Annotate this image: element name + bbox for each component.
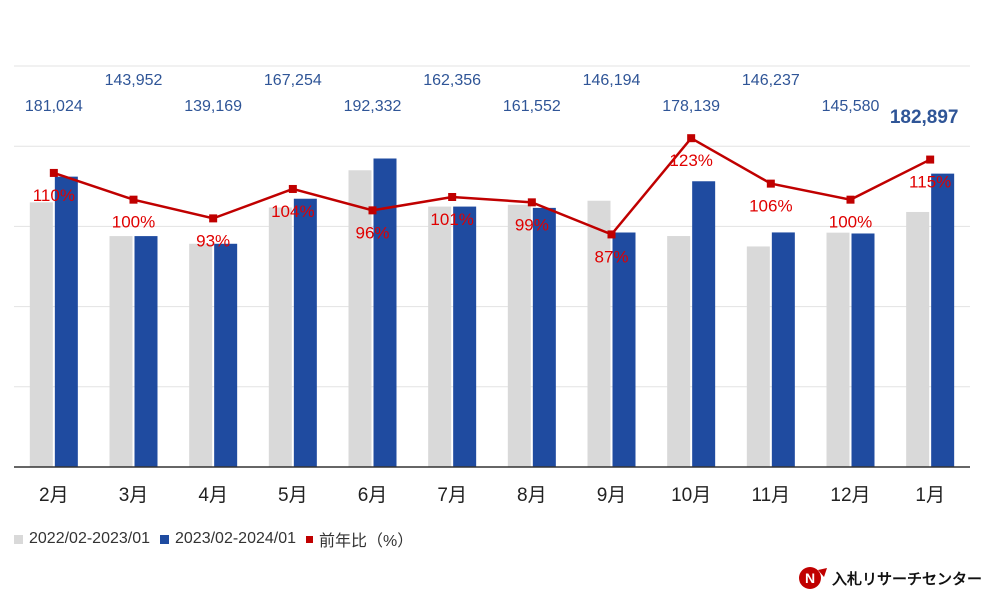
ratio-marker-12 [926,155,935,164]
bar-curr-8 [612,232,636,467]
value-label-8: 146,194 [583,72,641,89]
bar-prev-3 [189,243,213,467]
ratio-line [53,136,931,236]
bar-prev-1 [29,202,53,467]
ratio-label-11: 100% [829,213,872,232]
value-label-10: 146,237 [742,72,800,89]
bar-curr-4 [293,198,317,467]
brand-name: 入札リサーチセンター [831,570,982,588]
bar-curr-9 [692,181,716,467]
bar-curr-2 [134,236,158,467]
ratio-marker-2 [129,195,138,204]
bar-prev-8 [587,200,611,467]
x-tick-label-3: 4月 [198,485,228,506]
ratio-label-8: 87% [594,247,628,266]
legend-item-series2: 2023/02-2024/01 [160,530,296,548]
value-label-2: 143,952 [105,72,163,89]
x-tick-label-5: 6月 [358,485,388,506]
ratio-marker-9 [687,134,696,143]
ratio-label-3: 93% [196,231,230,250]
bar-curr-7 [532,207,556,467]
brand-logo-icon: N [798,567,827,589]
ratio-marker-5 [368,206,377,215]
x-tick-label-6: 7月 [437,485,467,506]
legend-swatch-gray [14,534,23,544]
x-tick-label-9: 10月 [671,485,711,506]
legend-item-ratio: 前年比（%） [306,527,413,551]
legend-swatch-blue [160,534,169,544]
ratio-marker-8 [607,230,616,239]
bar-prev-6 [428,206,452,467]
ratio-label-5: 96% [355,223,389,242]
bar-curr-10 [771,232,795,467]
bar-curr-1 [54,176,78,467]
value-label-11: 145,580 [822,98,880,115]
ratio-label-10: 106% [749,197,792,216]
x-tick-label-10: 11月 [751,485,790,506]
ratio-label-1: 110% [33,186,75,205]
value-label-9: 178,139 [662,98,720,115]
legend-label-series1: 2022/02-2023/01 [29,530,150,547]
x-tick-label-2: 3月 [119,485,149,506]
ratio-marker-7 [527,198,536,207]
ratio-marker-6 [448,192,457,201]
bar-prev-11 [826,232,850,467]
bar-curr-12 [931,173,955,467]
x-tick-label-8: 9月 [597,485,627,506]
brand-logo: N 入札リサーチセンター [798,566,982,590]
bar-prev-12 [906,211,930,467]
legend-swatch-red [306,535,313,543]
bar-prev-5 [348,170,372,467]
legend: 2022/02-2023/01 2023/02-2024/01 前年比（%） [14,527,423,551]
chart-svg: 2月 3月 4月 5月 6月 7月 8月 9月 10月 11月 12月 1月 181,024 110% 14… [14,65,970,506]
x-tick-label-4: 5月 [278,485,308,506]
value-label-7: 161,552 [503,98,561,115]
x-tick-label-7: 8月 [517,485,547,506]
bar-curr-5 [373,158,397,468]
ratio-marker-3 [209,214,218,223]
legend-label-series2: 2023/02-2024/01 [175,530,296,547]
value-label-6: 162,356 [423,72,481,89]
ratio-label-6: 101% [430,210,473,229]
x-tick-label-12: 1月 [915,485,945,506]
value-label-4: 167,254 [264,72,322,89]
ratio-marker-4 [288,184,297,193]
bar-prev-9 [667,236,691,467]
ratio-label-12: 115% [909,173,951,192]
legend-label-ratio: 前年比（%） [319,533,414,550]
ratio-label-4: 104% [271,202,314,221]
bar-curr-3 [214,243,238,467]
ratio-label-7: 99% [515,215,549,234]
brand-logo-letter: N [805,570,815,586]
bar-curr-11 [851,233,875,467]
bar-prev-7 [507,204,531,467]
ratio-marker-1 [49,168,58,177]
value-label-1: 181,024 [25,98,83,115]
value-label-3: 139,169 [184,98,242,115]
ratio-label-9: 123% [669,151,712,170]
ratio-marker-11 [846,195,855,204]
ratio-label-2: 100% [112,213,155,232]
bar-prev-4 [268,207,292,468]
bar-curr-6 [453,206,477,467]
legend-item-series1: 2022/02-2023/01 [14,530,150,548]
ratio-marker-10 [766,179,775,188]
x-tick-label-11: 12月 [830,485,870,506]
value-label-5: 192,332 [344,98,402,115]
bar-prev-10 [746,246,770,467]
x-tick-label-1: 2月 [39,485,69,506]
value-label-12: 182,897 [890,107,959,128]
bar-prev-2 [109,236,133,467]
